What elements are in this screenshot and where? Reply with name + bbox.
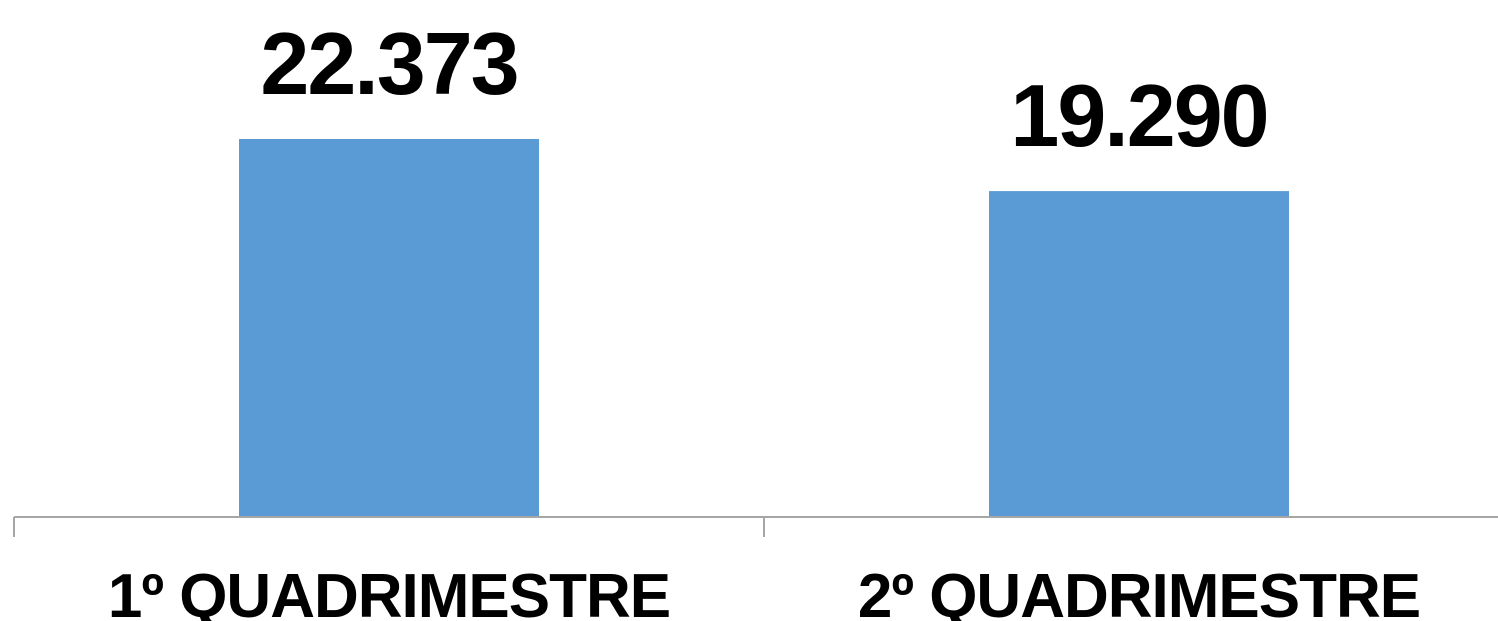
- bar-value-label: 19.290: [1010, 66, 1267, 165]
- x-axis-ticks: [13, 517, 765, 537]
- category-label: 1º QUADRIMESTRE: [108, 562, 670, 621]
- bar-value-label: 22.373: [260, 14, 517, 113]
- category-labels-group: 1º QUADRIMESTRE 2º QUADRIMESTRE: [108, 562, 1421, 621]
- bars-group: [239, 139, 1289, 517]
- data-labels-group: 22.373 19.290: [260, 14, 1269, 165]
- bar: [239, 139, 539, 517]
- bar: [989, 191, 1289, 517]
- category-label: 2º QUADRIMESTRE: [858, 562, 1420, 621]
